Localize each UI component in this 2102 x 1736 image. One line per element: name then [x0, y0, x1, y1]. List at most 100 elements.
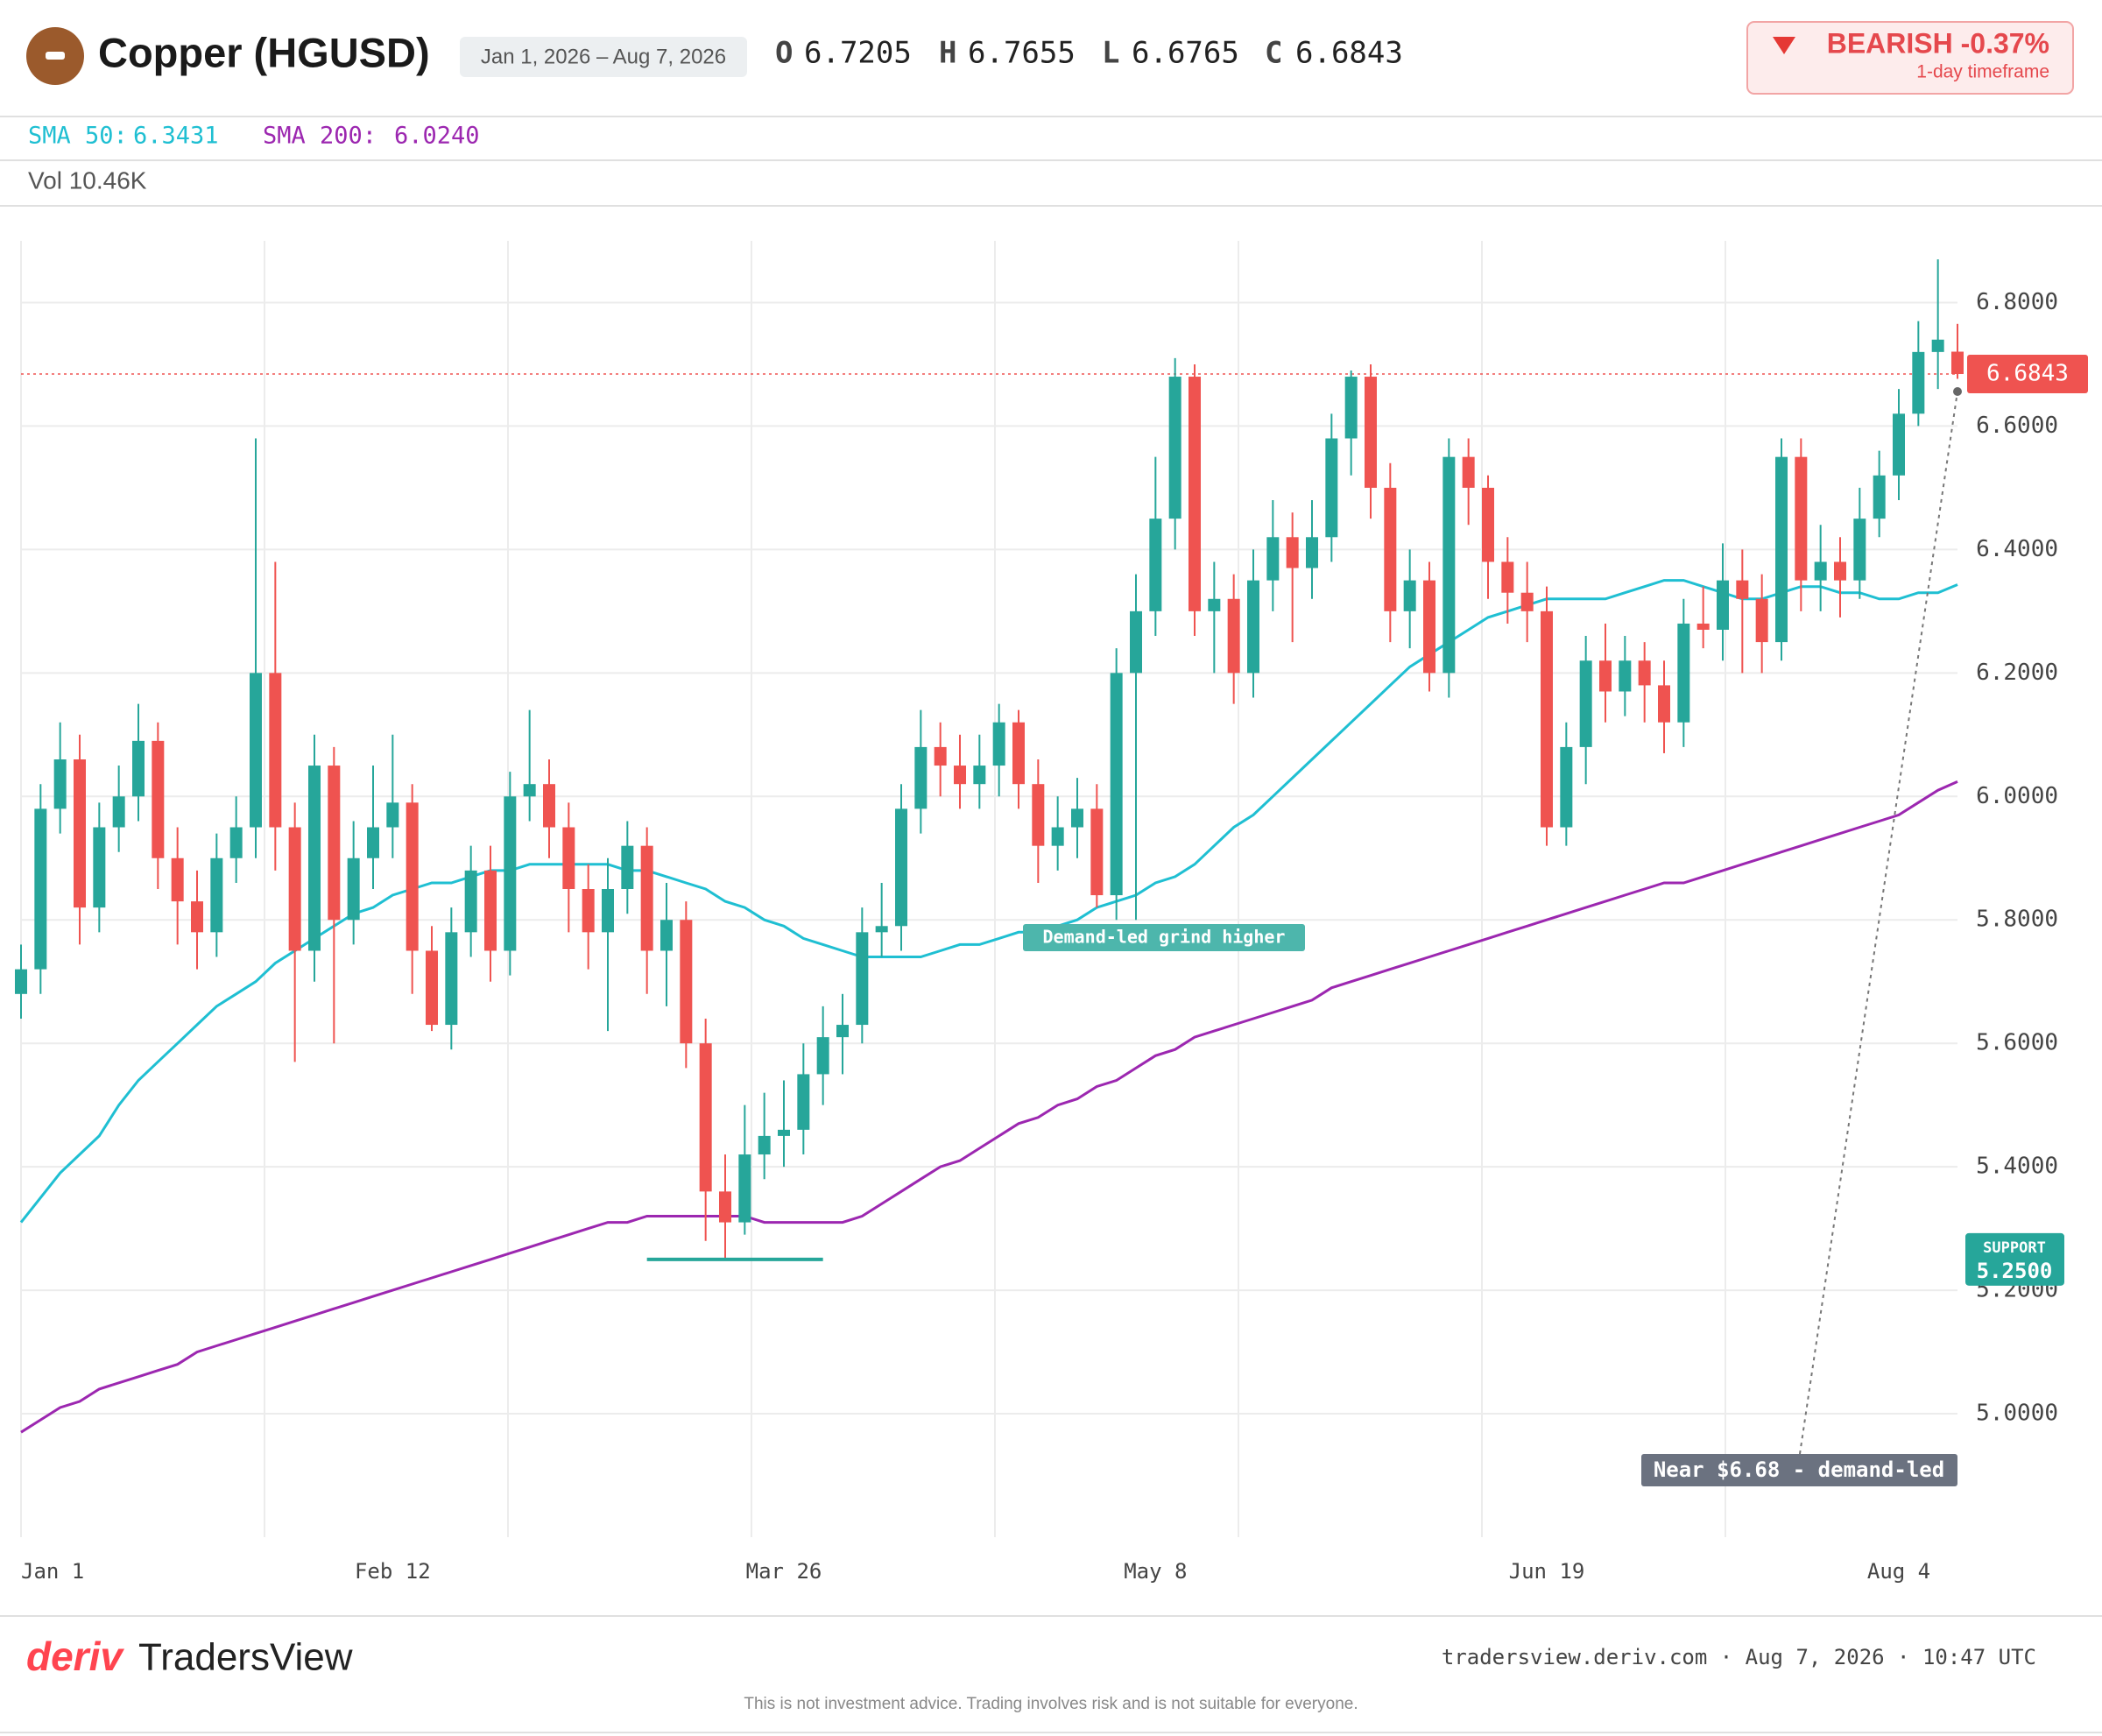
y-tick-label: 5.4000 [1976, 1154, 2058, 1180]
candle-body [1286, 537, 1299, 568]
sma-line [19, 579, 1958, 1224]
ohlc-value: 6.7655 [968, 36, 1076, 71]
candle-body [543, 784, 555, 828]
y-tick-label: 5.6000 [1976, 1030, 2058, 1056]
candle-body [797, 1074, 810, 1130]
x-tick-label: Jun 19 [1509, 1559, 1585, 1584]
x-tick-label: Mar 26 [746, 1559, 822, 1584]
candle-body [836, 1025, 849, 1038]
candle-body [250, 673, 262, 828]
candle-body [1110, 673, 1123, 896]
candle-body [640, 845, 653, 951]
candle-body [152, 740, 165, 858]
candle-body [1365, 377, 1377, 488]
candle-body [229, 827, 243, 858]
candle-body [562, 827, 575, 889]
candle-body [15, 969, 27, 994]
candle-body [875, 926, 888, 933]
x-tick-label: Feb 12 [355, 1559, 431, 1584]
candle-body [1755, 598, 1768, 643]
candle-body [1599, 660, 1612, 692]
bearish-arrow [1773, 37, 1795, 54]
candle-body [308, 766, 321, 951]
candle-body [386, 802, 399, 828]
candle-body [132, 740, 145, 797]
candle-body [74, 759, 86, 908]
candle-body [328, 766, 341, 921]
candle-body [719, 1191, 731, 1223]
y-tick-label: 5.8000 [1976, 907, 2058, 933]
candle-body [1775, 456, 1788, 643]
disclaimer: This is not investment advice. Trading i… [744, 1695, 1358, 1713]
candle-body [34, 808, 47, 970]
candle-body [680, 920, 693, 1044]
candle-body [1266, 537, 1280, 581]
candle-body [1384, 487, 1397, 611]
candle-body [1189, 377, 1201, 611]
support-label: SUPPORT [1983, 1239, 2046, 1257]
candle-body [1423, 580, 1435, 674]
date-range: Jan 1, 2026 – Aug 7, 2026 [481, 45, 726, 68]
candle-body [1403, 580, 1416, 611]
candle-body [1012, 722, 1025, 785]
candle-body [1658, 685, 1670, 723]
candle-body [445, 932, 458, 1026]
y-tick-label: 6.6000 [1976, 413, 2058, 439]
x-tick-label: Jan 1 [21, 1559, 84, 1584]
candle-body [1834, 561, 1846, 581]
candle-body [973, 766, 986, 785]
candle-body [954, 766, 966, 785]
candle-body [1638, 660, 1651, 686]
candle-body [1462, 456, 1475, 488]
candle-body [992, 722, 1005, 766]
candle-body [1541, 610, 1553, 828]
candle-body [347, 857, 360, 921]
candle-body [1736, 580, 1749, 599]
candle-body [504, 796, 517, 951]
annotation: Near $6.68 - demand-led [1654, 1457, 1944, 1482]
candle-body [210, 857, 223, 933]
candle-body [1893, 413, 1905, 476]
y-tick-label: 6.4000 [1976, 536, 2058, 562]
candle-body [1227, 598, 1240, 674]
candle-body [1520, 592, 1534, 611]
candle-body [1951, 351, 1964, 375]
candle-body [1912, 351, 1925, 414]
ohlc-value: 6.6765 [1132, 36, 1239, 71]
candle-body [1442, 456, 1456, 674]
candle-body [1560, 746, 1573, 828]
legend-value: 6.0240 [394, 123, 480, 150]
ohlc-label: C [1265, 36, 1282, 71]
candle-body [269, 673, 282, 828]
candle-body [895, 808, 907, 927]
candle-body [1853, 519, 1866, 581]
asset-icon-glyph [46, 52, 65, 60]
candle-body [1677, 623, 1690, 723]
candle-body [778, 1129, 790, 1136]
x-tick-label: Aug 4 [1867, 1559, 1930, 1584]
y-tick-label: 5.0000 [1976, 1401, 2058, 1427]
date-badge [460, 37, 747, 77]
candle-body [758, 1135, 771, 1155]
sma-line [20, 780, 1958, 1434]
candle-body [1090, 808, 1104, 896]
legend-name: SMA 50: [28, 123, 128, 150]
candle-body [1619, 660, 1632, 692]
signal-note: 1-day timeframe [1916, 62, 2049, 82]
candle-body [602, 889, 614, 933]
candle-body [1208, 598, 1221, 611]
candle-body [464, 870, 477, 933]
candle-body [934, 746, 947, 766]
ohlc-label: H [939, 36, 956, 71]
candle-body [1130, 610, 1142, 674]
signal-badge [1746, 21, 2074, 95]
candle-body [1717, 580, 1729, 630]
ohlc-label: O [775, 36, 793, 71]
price-tag [1967, 355, 2088, 394]
price-tag-value: 6.6843 [1986, 361, 2069, 387]
candle-body [914, 746, 928, 809]
ohlc-value: 6.6843 [1295, 36, 1403, 71]
candle-body [1344, 377, 1358, 439]
